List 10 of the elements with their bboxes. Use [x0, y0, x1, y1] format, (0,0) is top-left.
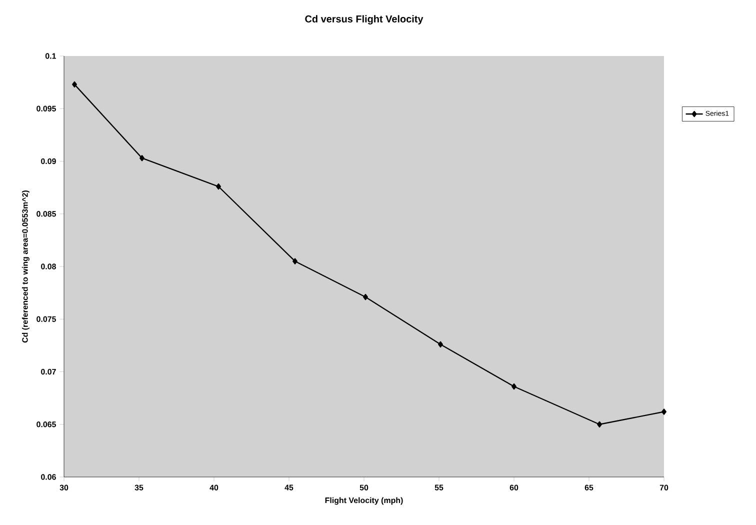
point — [216, 183, 221, 190]
point — [512, 383, 516, 390]
point — [662, 408, 666, 415]
point — [363, 294, 368, 300]
point — [140, 155, 144, 162]
point — [597, 421, 602, 428]
chart-title: Cd versus Flight Velocity — [305, 15, 424, 24]
point — [438, 341, 443, 348]
point — [72, 81, 77, 88]
point — [292, 258, 298, 264]
